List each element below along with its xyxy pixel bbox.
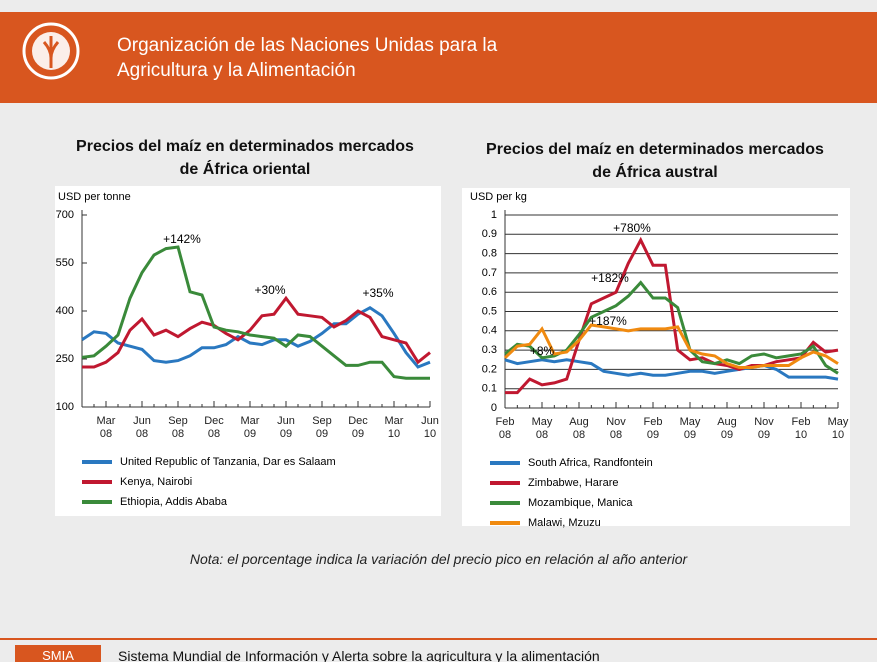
- x-tick-label: Aug 09: [717, 416, 737, 441]
- series-line: [503, 323, 839, 369]
- x-tick-label: Feb 10: [791, 416, 811, 441]
- y-tick-label: 0.7: [482, 267, 497, 279]
- x-tick-label: Aug 08: [569, 416, 589, 441]
- y-tick-label: 100: [56, 401, 74, 413]
- header-title: Organización de las Naciones Unidas para…: [117, 33, 497, 83]
- annotation: +182%: [591, 271, 629, 285]
- y-tick-label: 550: [56, 257, 74, 269]
- note: Nota: el porcentage indica la variación …: [189, 551, 688, 567]
- x-tick-label: Feb 09: [643, 416, 663, 441]
- x-tick-label: Jun 08: [133, 415, 151, 440]
- x-tick-label: Sep 09: [312, 415, 332, 440]
- header-title-line: Organización de las Naciones Unidas para…: [117, 35, 498, 56]
- annotation: +30%: [254, 283, 285, 297]
- x-tick-label: Nov 08: [606, 416, 626, 441]
- series-line: [82, 295, 431, 369]
- legend-label: Zimbabwe, Harare: [528, 477, 618, 489]
- y-tick-label: 0.9: [482, 228, 497, 240]
- x-tick-label: Jun 09: [277, 415, 295, 440]
- x-tick-label: Mar 09: [240, 415, 260, 440]
- logo: [22, 22, 80, 80]
- y-axis-label: USD per kg: [470, 191, 527, 203]
- legend-label: Malawi, Mzuzu: [528, 517, 601, 529]
- legend-label: Kenya, Nairobi: [120, 476, 192, 488]
- legend-label: Mozambique, Manica: [528, 497, 633, 509]
- header-title-line: Agricultura y la Alimentación: [117, 60, 356, 81]
- footer-line: [0, 638, 877, 640]
- y-tick-label: 400: [56, 305, 74, 317]
- annotation: +187%: [589, 314, 627, 328]
- y-tick-label: 0.8: [482, 248, 497, 260]
- annotation: +8%: [530, 344, 555, 358]
- y-tick-label: 1: [491, 209, 497, 221]
- x-tick-label: Dec 08: [204, 415, 224, 440]
- x-tick-label: Sep 08: [168, 415, 188, 440]
- x-tick-label: Dec 09: [348, 415, 368, 440]
- y-tick-label: 0.1: [482, 383, 497, 395]
- x-tick-label: May 09: [679, 416, 701, 441]
- series-line: [505, 236, 839, 395]
- chart-title: Precios del maíz en determinados mercado…: [486, 141, 824, 181]
- y-tick-label: 0.3: [482, 344, 497, 356]
- x-tick-label: Mar 08: [96, 415, 116, 440]
- y-tick-label: 0: [491, 402, 497, 414]
- annotation: +780%: [613, 221, 651, 235]
- y-tick-label: 0.6: [482, 286, 497, 298]
- header-band: [0, 12, 877, 103]
- legend-label: Ethiopia, Addis Ababa: [120, 496, 228, 508]
- x-tick-label: May 10: [827, 416, 849, 441]
- y-tick-label: 700: [56, 209, 74, 221]
- series-line: [81, 245, 430, 380]
- legend-label: United Republic of Tanzania, Dar es Sala…: [120, 456, 336, 468]
- y-tick-label: 250: [56, 353, 74, 365]
- chart-title: Precios del maíz en determinados mercado…: [76, 138, 414, 178]
- annotation: +35%: [362, 286, 393, 300]
- x-tick-label: Nov 09: [754, 416, 774, 441]
- annotation: +142%: [163, 232, 201, 246]
- x-tick-label: May 08: [531, 416, 553, 441]
- x-tick-label: Feb 08: [495, 416, 515, 441]
- x-tick-label: Mar 10: [384, 415, 404, 440]
- series-line: [81, 306, 431, 369]
- x-tick-label: Jun 10: [421, 415, 439, 440]
- y-tick-label: 0.2: [482, 363, 497, 375]
- footer-text: Sistema Mundial de Información y Alerta …: [118, 648, 600, 662]
- footer-tag: SMIA: [15, 645, 101, 662]
- series-line: [504, 358, 839, 381]
- y-tick-label: 0.5: [482, 305, 497, 317]
- y-axis-label: USD per tonne: [58, 191, 131, 203]
- y-tick-label: 0.4: [482, 325, 497, 337]
- legend-label: South Africa, Randfontein: [528, 457, 653, 469]
